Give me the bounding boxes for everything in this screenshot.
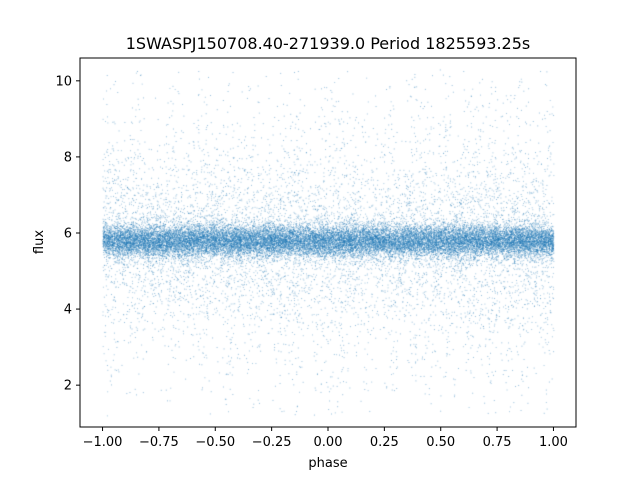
x-tick-label: −0.25 [252, 435, 292, 450]
x-tick-label: 0.25 [370, 435, 399, 450]
x-axis-label: phase [308, 456, 347, 471]
y-tick-label: 6 [64, 226, 72, 241]
y-axis-label: flux [32, 230, 47, 254]
x-tick-label: −0.75 [139, 435, 179, 450]
plot-area [80, 58, 576, 427]
y-tick-label: 4 [64, 303, 72, 318]
x-tick-label: 0.00 [314, 435, 343, 450]
y-tick-label: 10 [55, 74, 72, 89]
y-tick-label: 2 [64, 379, 72, 394]
y-axis: 2 4 6 8 10 [55, 74, 80, 394]
scatter-points [80, 58, 576, 427]
chart-title: 1SWASPJ150708.40-271939.0 Period 1825593… [126, 34, 531, 53]
x-axis: −1.00 −0.75 −0.50 −0.25 0.00 0.25 0.50 0.75 1.00 [83, 427, 568, 450]
x-tick-label: −0.50 [195, 435, 235, 450]
x-tick-label: 1.00 [539, 435, 568, 450]
x-tick-label: −1.00 [83, 435, 123, 450]
y-tick-label: 8 [64, 150, 72, 165]
x-tick-label: 0.75 [483, 435, 512, 450]
x-tick-label: 0.50 [426, 435, 455, 450]
